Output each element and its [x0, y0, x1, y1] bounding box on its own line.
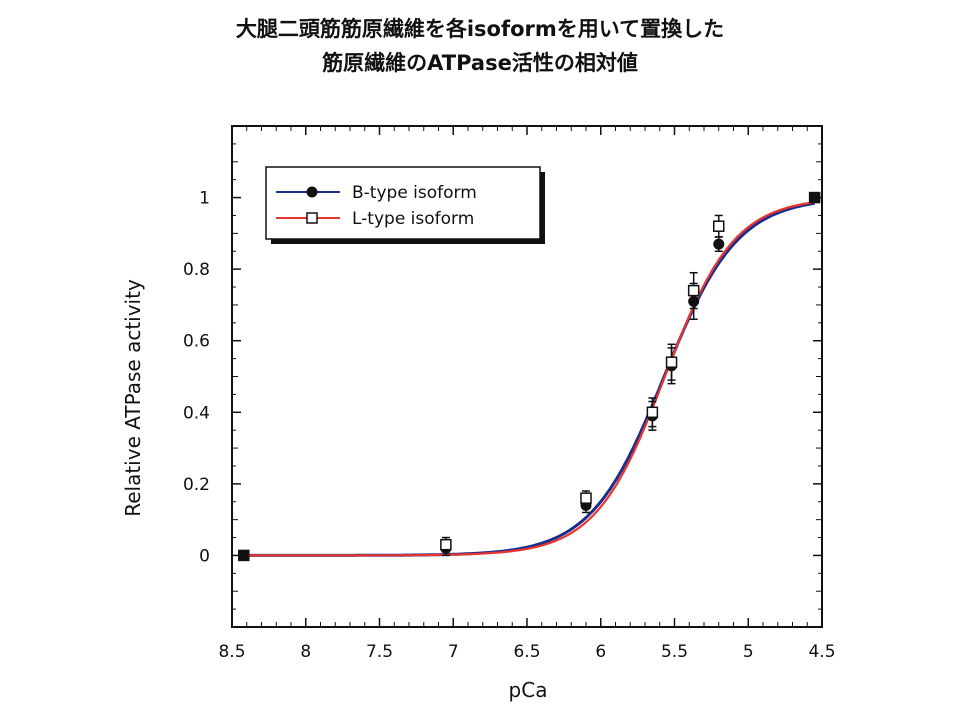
- chart-title-line2: 筋原繊維のATPase活性の相対値: [322, 51, 638, 75]
- x-tick-label: 8: [300, 642, 311, 662]
- x-tick-label: 7.5: [366, 642, 393, 662]
- legend: B-type isoform L-type isoform: [265, 166, 545, 244]
- fit-curve-b-type: [243, 201, 815, 557]
- fit-lines: [243, 201, 815, 557]
- y-tick-label: 0.4: [183, 403, 210, 423]
- y-tick-label: 0.6: [183, 332, 210, 352]
- x-tick-label: 4.5: [808, 642, 835, 662]
- point-l-type: [440, 538, 452, 551]
- legend-marker-square: [306, 212, 318, 224]
- y-tick-label: 0.8: [183, 260, 210, 280]
- chart-title-line1: 大腿二頭筋筋原繊維を各isoformを用いて置換した: [235, 17, 725, 41]
- legend-box: [265, 166, 541, 240]
- point-l-type: [687, 284, 700, 297]
- point-l-type: [580, 492, 592, 504]
- point-l-type: [646, 406, 659, 419]
- x-axis-title: pCa: [509, 678, 548, 702]
- y-tick-label: 1: [199, 189, 210, 209]
- point-b-type: [713, 238, 725, 250]
- x-tick-label: 6.5: [513, 642, 540, 662]
- x-tick-label: 6: [595, 642, 606, 662]
- y-tick-label: 0: [199, 546, 210, 566]
- fit-curve-l-type: [243, 201, 815, 557]
- axis-ticks: 8.5 8 7.5 7 6.5 6 5.5 5 4.5 0 0.2 0.4 0.6 0.8 1: [183, 126, 836, 662]
- legend-label: L-type isoform: [352, 209, 474, 229]
- y-axis-title: Relative ATPase activity: [121, 279, 145, 517]
- point-l-type: [665, 356, 678, 368]
- legend-marker-circle: [306, 186, 318, 198]
- legend-label: B-type isoform: [352, 183, 477, 203]
- x-tick-label: 7: [448, 642, 459, 662]
- x-tick-label: 8.5: [218, 642, 245, 662]
- x-tick-label: 5.5: [661, 642, 688, 662]
- point-l-type: [713, 220, 725, 232]
- data-markers: [238, 191, 821, 562]
- y-tick-label: 0.2: [183, 475, 210, 495]
- x-tick-label: 5: [743, 642, 754, 662]
- chart-title: 大腿二頭筋筋原繊維を各isoformを用いて置換した 筋原繊維のATPase活性…: [0, 12, 960, 80]
